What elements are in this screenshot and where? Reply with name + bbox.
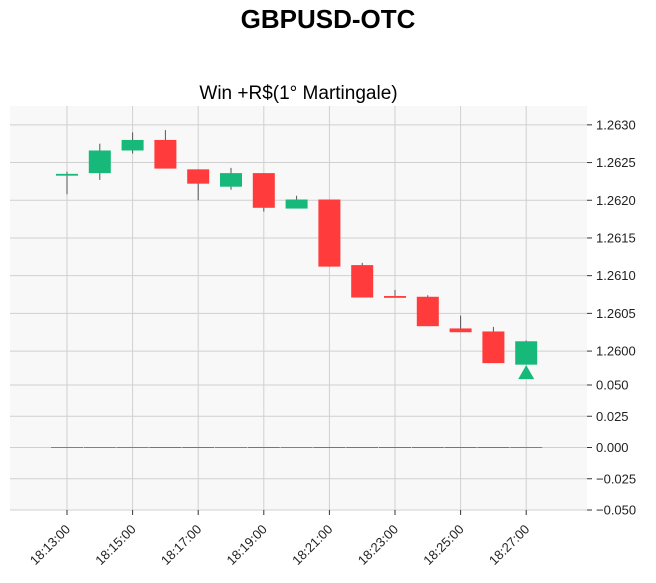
x-tick-label: 18:27:00 [486, 522, 532, 568]
x-tick-label: 18:17:00 [158, 522, 204, 568]
y-tick-label: 1.2600 [596, 344, 636, 359]
y-tick-label: 1.2610 [596, 268, 636, 283]
x-tick-label: 18:13:00 [27, 522, 73, 568]
volume-bar [182, 447, 215, 448]
volume-bar [116, 447, 149, 448]
candle-down [318, 199, 341, 267]
x-axis: 18:13:00 18:15:00 18:17:00 18:19:00 18:21:00… [27, 510, 532, 568]
candle-down [252, 173, 275, 208]
chart-subtitle: Win +R$(1° Martingale) [199, 83, 397, 104]
x-tick-label: 18:25:00 [420, 522, 466, 568]
chart-title: GBPUSD-OTC [240, 4, 416, 34]
candle-up [88, 150, 111, 174]
candles [56, 130, 538, 380]
volume-bar [247, 447, 280, 448]
y-tick-label: 1.2625 [596, 155, 636, 170]
volume-bar [215, 447, 247, 448]
candle-down [154, 139, 177, 169]
y-tick-label: 1.2615 [596, 230, 636, 245]
y-tick-label: 0.000 [596, 440, 629, 455]
candle-down [384, 296, 406, 298]
x-tick-label: 18:21:00 [289, 522, 335, 568]
volume-bar [444, 447, 477, 448]
y-tick-label: 1.2620 [596, 193, 636, 208]
x-tick-label: 18:15:00 [92, 522, 138, 568]
y-tick-label: 0.050 [596, 378, 629, 393]
volume-grid [10, 384, 587, 511]
volume-bar [280, 447, 313, 448]
candle-down [482, 331, 505, 364]
candle-up [56, 173, 78, 176]
y-tick-label: −0.050 [596, 503, 636, 518]
volume-bars [51, 447, 543, 448]
candle-up [121, 139, 144, 151]
volume-bar [379, 447, 411, 448]
y-tick-label: 0.025 [596, 409, 629, 424]
candle-down [187, 169, 210, 184]
y-tick-label: −0.025 [596, 471, 636, 486]
volume-bar [83, 447, 116, 448]
price-grid [10, 106, 587, 385]
candle-up [515, 341, 538, 365]
candle-down [449, 328, 472, 333]
candle-up [285, 199, 308, 209]
candle-down [351, 265, 374, 298]
volume-y-axis: 0.050 0.025 0.000 −0.025 −0.050 [587, 378, 636, 518]
volume-bar [411, 447, 444, 448]
volume-bar [149, 447, 182, 448]
volume-bar [477, 447, 510, 448]
y-tick-label: 1.2605 [596, 306, 636, 321]
x-tick-label: 18:19:00 [224, 522, 270, 568]
y-tick-label: 1.2630 [596, 117, 636, 132]
candle-down [416, 296, 439, 327]
volume-bar [346, 447, 379, 448]
x-tick-label: 18:23:00 [355, 522, 401, 568]
volume-bar [51, 447, 83, 448]
volume-bar [510, 447, 543, 448]
volume-bar [313, 447, 346, 448]
price-panel: 1.2600 1.2605 1.2610 1.2615 1.2620 1.2625 1.26… [10, 83, 636, 385]
candle-up [220, 173, 242, 187]
buy-signal-marker [518, 365, 535, 380]
price-y-axis: 1.2600 1.2605 1.2610 1.2615 1.2620 1.2625 1.26… [587, 117, 636, 359]
